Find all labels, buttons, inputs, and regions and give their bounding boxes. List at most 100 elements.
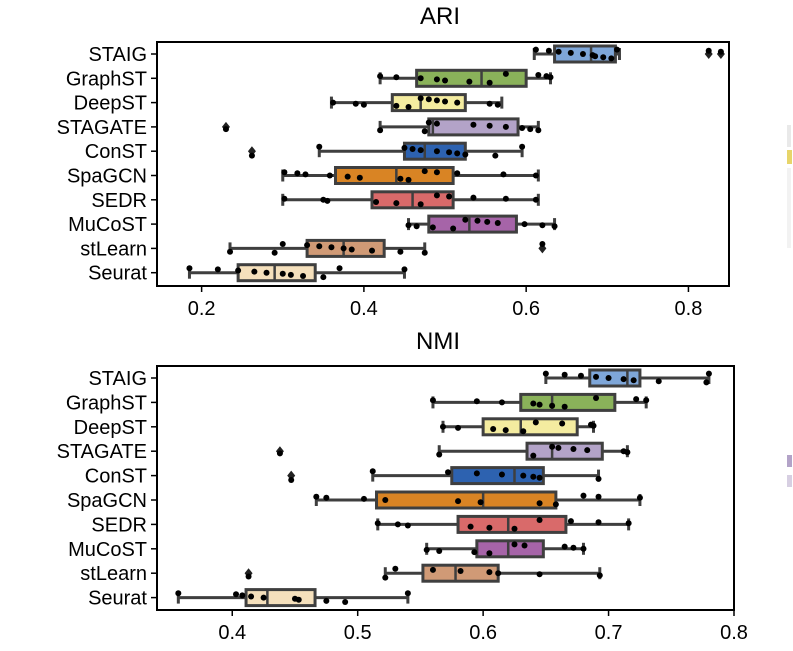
data-point: [608, 55, 615, 62]
data-point: [705, 47, 712, 54]
data-point: [532, 46, 539, 53]
data-point: [595, 475, 602, 482]
ari-title: ARI: [420, 3, 460, 30]
data-point: [369, 247, 376, 254]
data-point: [235, 267, 242, 274]
data-point: [567, 49, 574, 56]
data-point: [393, 74, 400, 81]
data-point: [624, 449, 631, 456]
data-point: [536, 500, 543, 507]
data-point: [614, 46, 621, 53]
data-point: [436, 548, 443, 554]
data-point: [655, 378, 662, 385]
iqr-box: [415, 68, 528, 88]
data-point: [382, 497, 389, 503]
data-point: [486, 524, 493, 531]
data-point: [369, 468, 376, 475]
data-point: [580, 492, 587, 499]
data-point: [352, 100, 359, 107]
data-point: [450, 225, 457, 232]
data-point: [260, 594, 267, 601]
data-point: [703, 379, 710, 386]
data-point: [421, 249, 428, 256]
data-point: [356, 174, 363, 181]
data-point: [404, 522, 411, 529]
data-point: [271, 249, 278, 256]
data-point: [502, 427, 509, 434]
data-point: [470, 121, 477, 128]
data-point: [590, 422, 597, 429]
data-point: [549, 443, 556, 450]
data-point: [555, 444, 562, 451]
data-point: [425, 96, 432, 103]
nmi-xtick-label: 0.8: [720, 622, 748, 644]
legend-fragment-5: [787, 475, 792, 487]
ari-axes-frame: [156, 41, 730, 287]
data-point: [519, 125, 526, 131]
data-point: [276, 450, 283, 457]
data-point: [467, 523, 474, 530]
ari-category-label: STAGATE: [57, 117, 147, 139]
data-point: [600, 54, 607, 61]
data-point: [377, 127, 384, 134]
ari-row-deepst: DeepST: [74, 93, 504, 115]
data-point: [474, 217, 481, 224]
ari-category-label: STAIG: [88, 44, 147, 66]
legend-fragment-1: [787, 125, 791, 147]
data-point: [433, 169, 440, 176]
data-point: [495, 570, 502, 577]
data-point: [555, 48, 562, 55]
data-point: [417, 95, 424, 102]
ari-category-label: GraphST: [66, 68, 147, 90]
data-point: [316, 243, 323, 250]
data-point: [233, 591, 240, 598]
ari-row-stlearn: stLearn: [80, 238, 547, 260]
data-point: [323, 494, 330, 501]
data-point: [494, 220, 501, 226]
data-point: [404, 590, 411, 597]
nmi-category-label: MuCoST: [68, 539, 147, 561]
data-point: [530, 452, 537, 459]
data-point: [248, 593, 255, 600]
data-point: [279, 270, 286, 277]
nmi-xtick-label: 0.6: [469, 622, 497, 644]
nmi-category-label: Seurat: [88, 588, 147, 610]
data-point: [462, 151, 469, 158]
data-point: [536, 571, 543, 578]
data-point: [561, 543, 568, 550]
data-point: [454, 170, 461, 177]
data-point: [417, 201, 424, 208]
data-point: [620, 376, 627, 383]
data-point: [471, 549, 478, 556]
ari-category-label: stLearn: [80, 238, 147, 260]
data-point: [421, 128, 428, 135]
data-point: [549, 402, 556, 409]
data-point: [446, 149, 453, 156]
data-point: [494, 101, 501, 108]
data-point: [455, 498, 462, 505]
data-point: [263, 269, 270, 276]
data-point: [500, 171, 507, 178]
data-point: [486, 79, 493, 86]
nmi-row-const: ConST: [85, 466, 602, 488]
data-point: [527, 126, 534, 133]
data-point: [462, 216, 469, 223]
nmi-xtick-label: 0.5: [344, 622, 372, 644]
nmi-category-label: SEDR: [91, 514, 147, 536]
data-point: [328, 244, 335, 251]
data-point: [413, 223, 420, 230]
data-point: [442, 98, 449, 105]
legend-fragment-4: [787, 455, 792, 467]
data-point: [561, 371, 568, 378]
data-point: [470, 194, 477, 201]
data-point: [348, 246, 355, 253]
data-point: [486, 550, 493, 557]
data-point: [570, 446, 577, 452]
data-point: [473, 398, 480, 405]
data-point: [344, 173, 351, 180]
nmi-xtick-label: 0.7: [595, 622, 623, 644]
data-point: [625, 520, 632, 527]
